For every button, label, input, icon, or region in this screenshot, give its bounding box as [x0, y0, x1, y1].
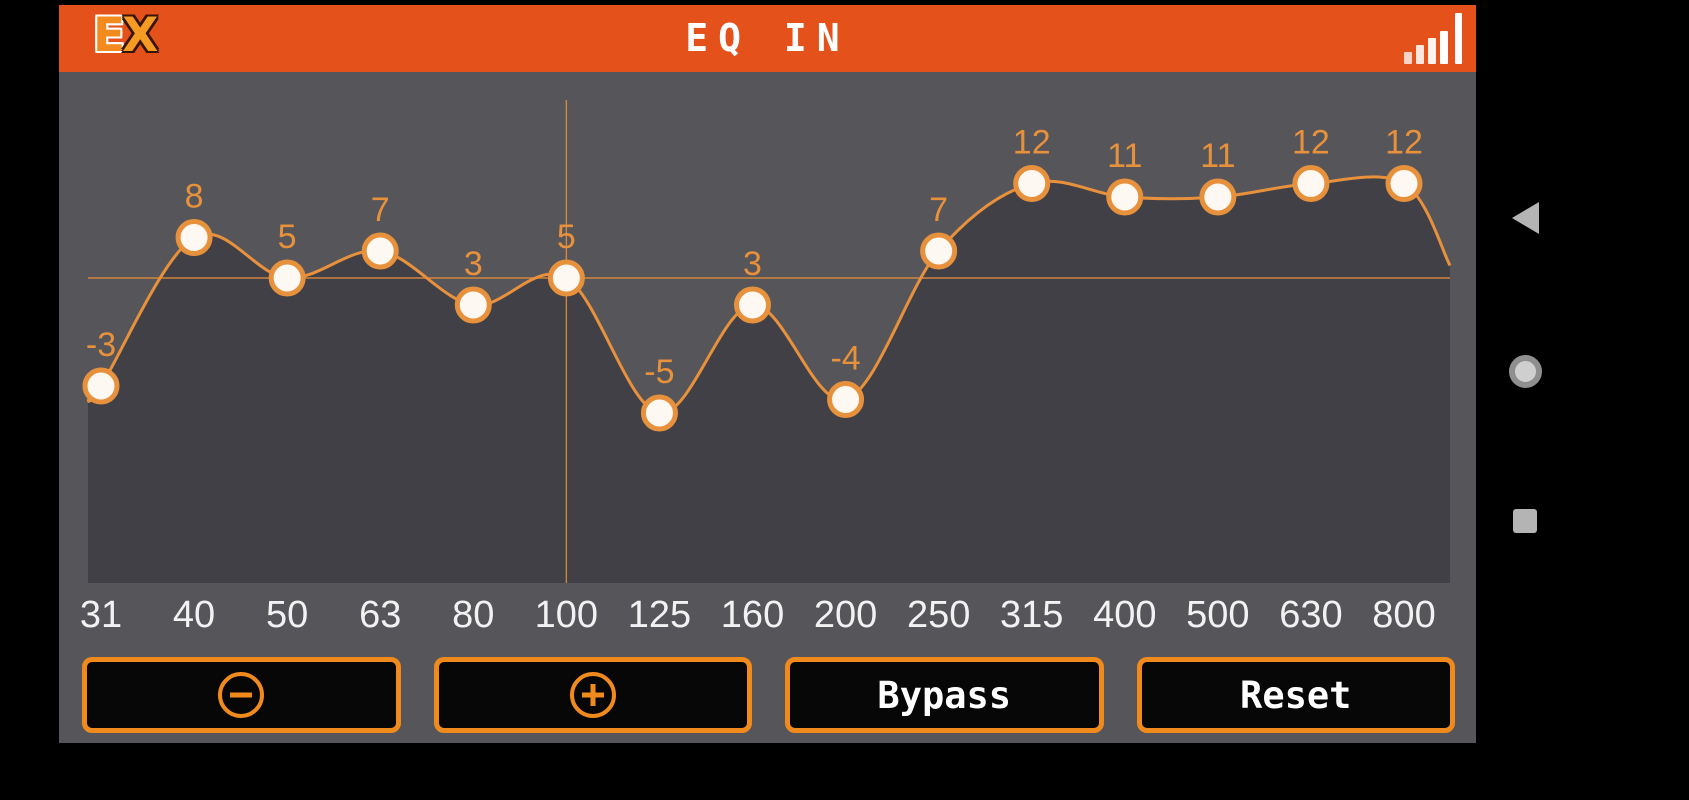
freq-label: 50: [266, 594, 308, 636]
logo-letter-e: E: [93, 8, 125, 63]
eq-point-40hz[interactable]: [175, 219, 213, 256]
eq-point-63hz[interactable]: [361, 232, 399, 270]
freq-label: 100: [535, 594, 598, 636]
button-row: Bypass Reset: [82, 657, 1455, 733]
android-navbar: [1476, 0, 1689, 800]
eq-value-label: 7: [929, 191, 948, 229]
freq-label: 315: [1000, 594, 1063, 636]
bypass-button[interactable]: Bypass: [785, 657, 1104, 733]
freq-label: 200: [814, 594, 877, 636]
home-icon[interactable]: [1509, 355, 1542, 388]
eq-point-200hz[interactable]: [827, 381, 865, 418]
freq-label: 40: [173, 594, 215, 636]
eq-point-100hz[interactable]: [547, 259, 585, 297]
gain-decrease-button[interactable]: [82, 657, 401, 733]
eq-point-31hz[interactable]: [82, 367, 120, 405]
freq-label: 63: [359, 594, 401, 636]
eq-chart[interactable]: -3 31 8 40 5 50 7 63 3 80 5 100 -5 125 3 160 -4 200 7 250 12…: [59, 5, 1476, 743]
freq-label: 31: [80, 594, 122, 636]
eq-point-315hz[interactable]: [1013, 165, 1051, 202]
minus-circle-icon: [218, 672, 265, 718]
freq-label: 500: [1186, 594, 1249, 636]
eq-value-label: -3: [86, 326, 116, 364]
eq-point-400hz[interactable]: [1106, 178, 1144, 216]
eq-point-125hz[interactable]: [640, 394, 678, 432]
freq-label: 125: [628, 594, 691, 636]
eq-point-250hz[interactable]: [920, 232, 958, 270]
eq-value-label: 8: [185, 178, 204, 216]
eq-value-label: 11: [1107, 137, 1142, 175]
logo-letter-x: X: [122, 8, 158, 63]
signal-bar: [1416, 45, 1424, 64]
signal-bar: [1428, 38, 1436, 64]
eq-value-label: -5: [644, 353, 674, 391]
recents-icon[interactable]: [1513, 509, 1537, 533]
eq-point-50hz[interactable]: [268, 259, 306, 297]
gain-increase-button[interactable]: [433, 657, 752, 733]
eq-value-label: 3: [743, 245, 762, 283]
back-icon[interactable]: [1512, 202, 1539, 234]
freq-label: 80: [452, 594, 494, 636]
signal-bar: [1455, 13, 1462, 64]
eq-value-label: 3: [464, 245, 483, 283]
header-bar: EX EQ IN: [59, 5, 1476, 72]
eq-value-label: 12: [1013, 124, 1051, 162]
app-window: EX EQ IN -3 31 8 40 5 50 7 63 3 80 5 100 -5 125 3 160 -4…: [59, 5, 1476, 743]
plus-circle-icon: [569, 672, 616, 718]
freq-label: 630: [1279, 594, 1342, 636]
signal-bar: [1404, 52, 1412, 64]
eq-value-label: 11: [1200, 137, 1235, 175]
freq-label: 400: [1093, 594, 1156, 636]
eq-value-label: 5: [278, 218, 297, 256]
eq-point-630hz[interactable]: [1292, 165, 1330, 202]
app-logo: EX: [93, 8, 158, 63]
reset-button[interactable]: Reset: [1136, 657, 1455, 733]
page-title: EQ IN: [685, 16, 850, 60]
eq-point-160hz[interactable]: [734, 286, 771, 324]
eq-value-label: 5: [557, 218, 576, 256]
eq-value-label: 12: [1292, 124, 1330, 162]
eq-point-80hz[interactable]: [454, 286, 492, 324]
signal-bars-icon: [1404, 5, 1462, 72]
eq-value-label: 12: [1385, 124, 1423, 162]
eq-value-label: 7: [371, 191, 390, 229]
freq-label: 160: [721, 594, 784, 636]
freq-label: 800: [1372, 594, 1435, 636]
eq-point-800hz[interactable]: [1385, 165, 1423, 202]
eq-point-500hz[interactable]: [1199, 178, 1237, 216]
freq-label: 250: [907, 594, 970, 636]
signal-bar: [1440, 31, 1448, 64]
eq-value-label: -4: [830, 340, 860, 378]
